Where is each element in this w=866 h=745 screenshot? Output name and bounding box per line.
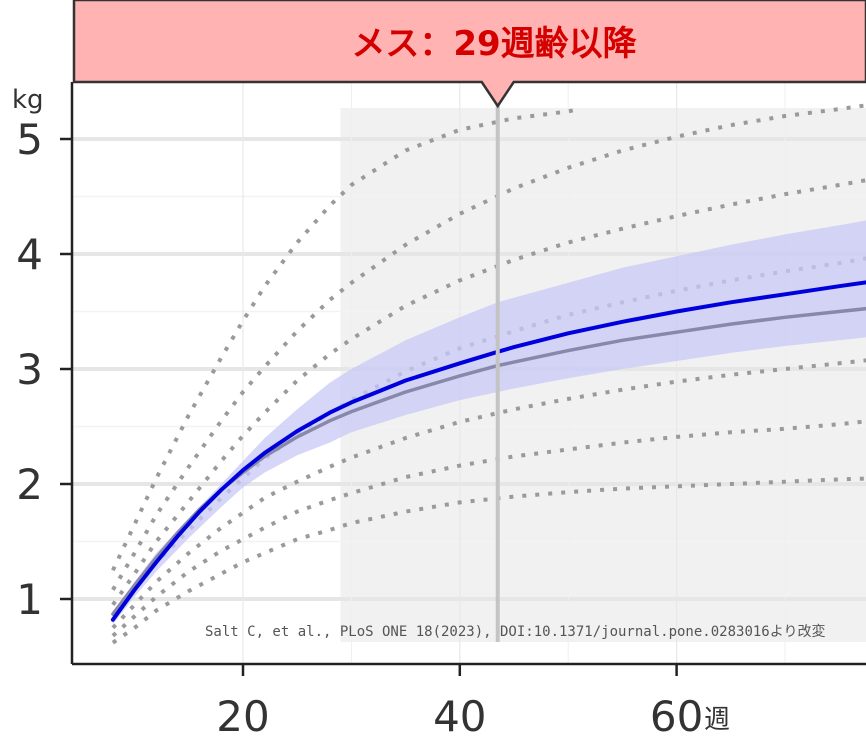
confidence-band: [112, 220, 866, 625]
percentile-curve: [111, 178, 866, 606]
citation-text: Salt C, et al., PLoS ONE 18(2023), DOI:1…: [205, 623, 825, 640]
y-tick-label: 1: [16, 575, 43, 624]
title-banner: メス：29週齢以降: [72, 0, 866, 109]
main-growth-line: [110, 280, 866, 622]
y-tick-label: 4: [16, 230, 43, 279]
banner-title: メス：29週齢以降: [351, 24, 637, 64]
percentile-curve: [111, 358, 866, 630]
x-tick-label: 60: [650, 692, 703, 741]
tick-labels: 1 2 3 4 5 20 40 60: [16, 115, 703, 741]
y-tick-label: 3: [16, 345, 43, 394]
percentile-curve: [111, 419, 866, 638]
series-lines: [110, 280, 866, 622]
y-axis-label: kg: [12, 85, 44, 115]
x-tick-label: 20: [216, 692, 269, 741]
y-tick-label: 5: [16, 115, 43, 164]
percentile-curve: [111, 103, 866, 591]
y-tick-label: 2: [16, 460, 43, 509]
x-tick-label: 40: [433, 692, 486, 741]
x-axis-unit-label: 週: [704, 705, 730, 735]
banner-callout: [72, 0, 866, 109]
axes: [70, 82, 866, 666]
